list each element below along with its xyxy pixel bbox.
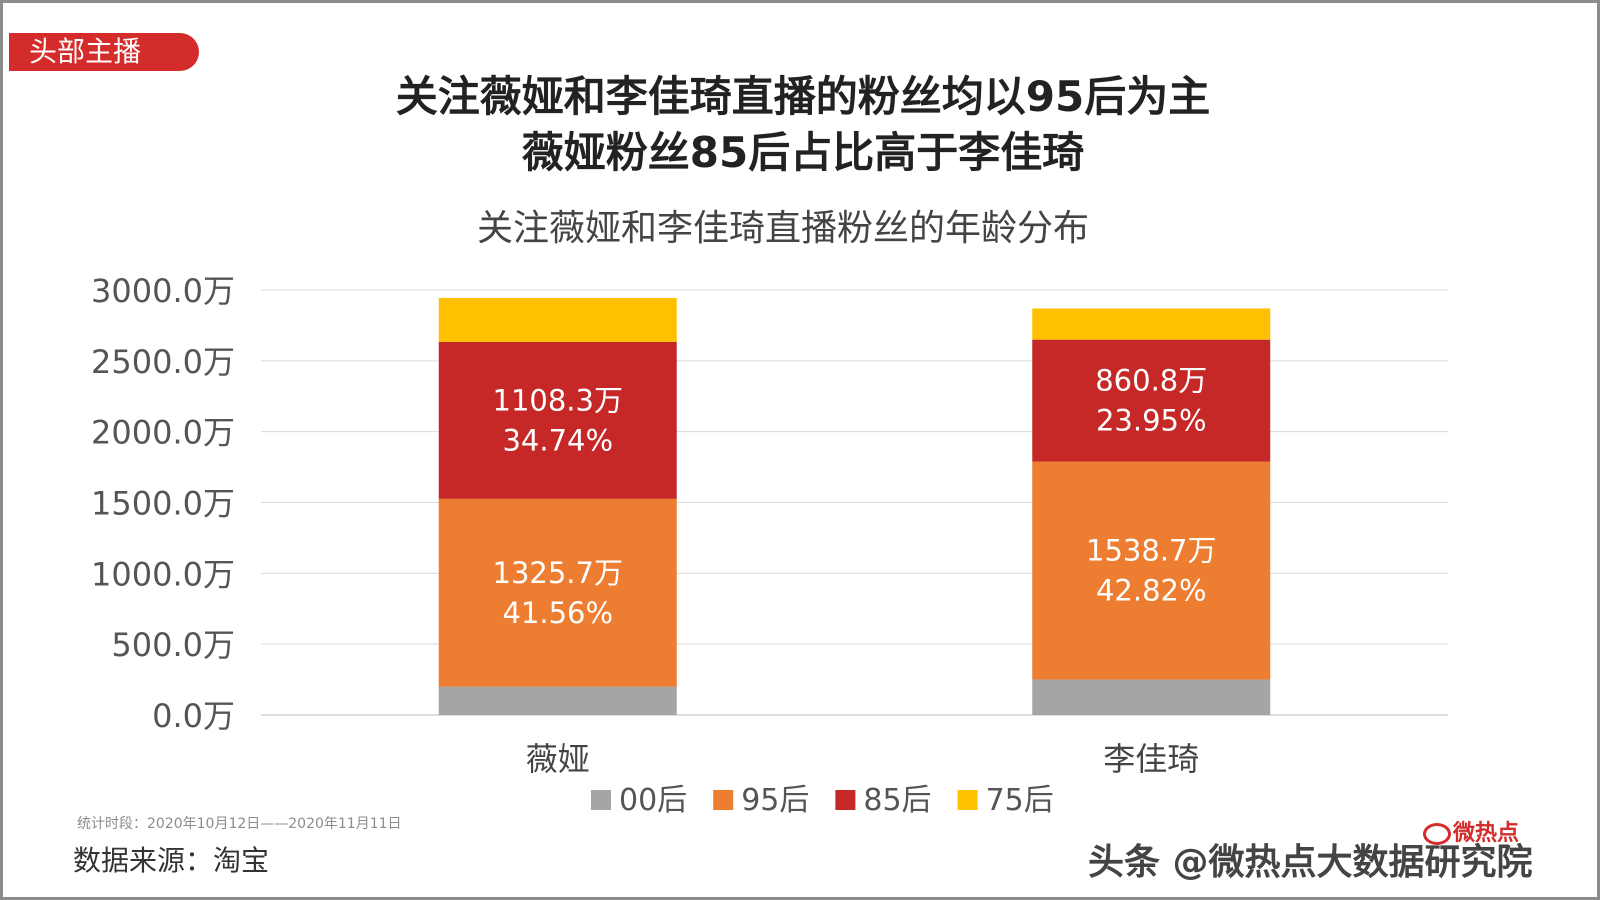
stacked-bar-chart: 0.0万 500.0万 1000.0万 1500.0万 2000.0万 2500.0万 30…: [91, 272, 1448, 818]
bar-segment: [438, 686, 677, 715]
data-label: 1108.3万: [493, 383, 623, 417]
x-category-label: 薇娅: [526, 740, 590, 778]
data-label: 23.95%: [1096, 404, 1207, 438]
headline-line-2: 薇娅粉丝85后占比高于李佳琦: [521, 128, 1085, 177]
bar-segment: [1032, 339, 1271, 462]
bar-segment: [438, 297, 677, 342]
section-tag: 头部主播: [9, 33, 199, 71]
legend-swatch: [835, 790, 856, 810]
y-tick-label: 1500.0万: [91, 485, 235, 523]
legend-swatch: [713, 790, 734, 810]
data-label: 42.82%: [1096, 574, 1207, 608]
y-tick-label: 0.0万: [152, 697, 235, 735]
bar-segment: [438, 498, 677, 687]
y-tick-label: 3000.0万: [91, 272, 235, 310]
legend-swatch: [591, 790, 611, 810]
legend-label: 00后: [619, 783, 687, 818]
bar-segment: [1032, 308, 1271, 340]
data-label: 860.8万: [1095, 364, 1207, 398]
y-tick-label: 2000.0万: [91, 414, 235, 452]
bar-segment: [1032, 461, 1271, 680]
chart-title: 关注薇娅和李佳琦直播粉丝的年龄分布: [476, 208, 1089, 249]
watermark-logo: 微热点: [1423, 815, 1519, 847]
watermark: 头条 @微热点大数据研究院: [1088, 842, 1533, 883]
data-label: 41.56%: [502, 596, 613, 630]
bar-segment: [438, 341, 677, 499]
y-tick-label: 500.0万: [111, 626, 235, 664]
legend-label: 95后: [741, 783, 809, 818]
watermark-logo-text: 微热点: [1453, 821, 1520, 846]
y-tick-label: 1000.0万: [91, 555, 235, 593]
y-tick-label: 2500.0万: [91, 343, 235, 381]
x-category-label: 李佳琦: [1103, 740, 1199, 778]
bar-segment: [1032, 679, 1271, 715]
legend-label: 85后: [863, 783, 931, 818]
statistics-period: 统计时段：2020年10月12日——2020年11月11日: [77, 816, 402, 832]
data-source: 数据来源：淘宝: [73, 844, 270, 877]
legend-label: 75后: [986, 783, 1054, 818]
data-label: 34.74%: [502, 423, 613, 457]
data-label: 1325.7万: [493, 556, 623, 590]
data-label: 1538.7万: [1086, 534, 1216, 568]
headline-line-1: 关注薇娅和李佳琦直播的粉丝均以95后为主: [395, 72, 1211, 121]
eye-icon: [1423, 823, 1451, 845]
legend-swatch: [957, 790, 978, 810]
